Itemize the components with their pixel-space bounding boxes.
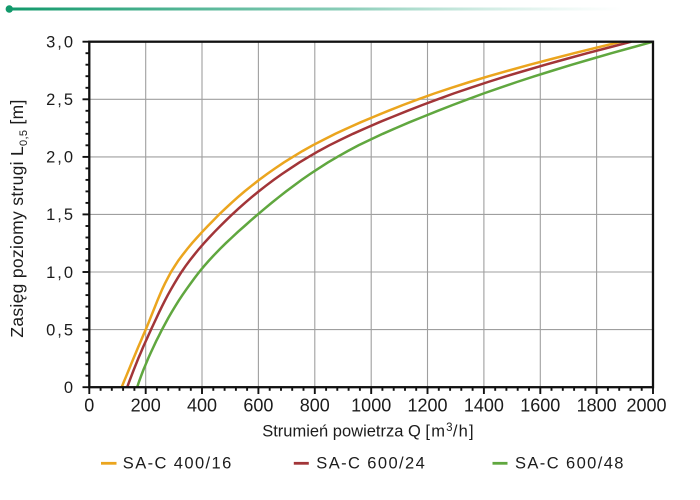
svg-text:1400: 1400	[464, 396, 504, 416]
svg-text:Zasięg poziomy strugi L0,5 [m]: Zasięg poziomy strugi L0,5 [m]	[7, 99, 30, 337]
svg-text:200: 200	[131, 396, 161, 416]
svg-text:Strumień powietrza Q [m3/h]: Strumień powietrza Q [m3/h]	[262, 422, 475, 441]
svg-text:1,5: 1,5	[46, 206, 75, 224]
svg-text:2,5: 2,5	[46, 91, 75, 109]
svg-text:SA-C 600/24: SA-C 600/24	[316, 455, 426, 473]
svg-text:1200: 1200	[407, 396, 447, 416]
svg-text:1000: 1000	[351, 396, 391, 416]
svg-text:SA-C 600/48: SA-C 600/48	[515, 455, 625, 473]
svg-text:3,0: 3,0	[46, 34, 75, 52]
svg-text:SA-C 400/16: SA-C 400/16	[123, 455, 233, 473]
svg-text:800: 800	[300, 396, 330, 416]
svg-text:2,0: 2,0	[46, 149, 75, 167]
svg-text:0: 0	[64, 379, 75, 397]
svg-text:600: 600	[243, 396, 273, 416]
svg-text:400: 400	[187, 396, 217, 416]
svg-text:1800: 1800	[577, 396, 617, 416]
svg-text:0: 0	[84, 396, 94, 416]
svg-text:2000: 2000	[626, 396, 666, 416]
svg-text:1,0: 1,0	[46, 264, 75, 282]
svg-text:1600: 1600	[520, 396, 560, 416]
svg-text:0,5: 0,5	[46, 321, 75, 339]
